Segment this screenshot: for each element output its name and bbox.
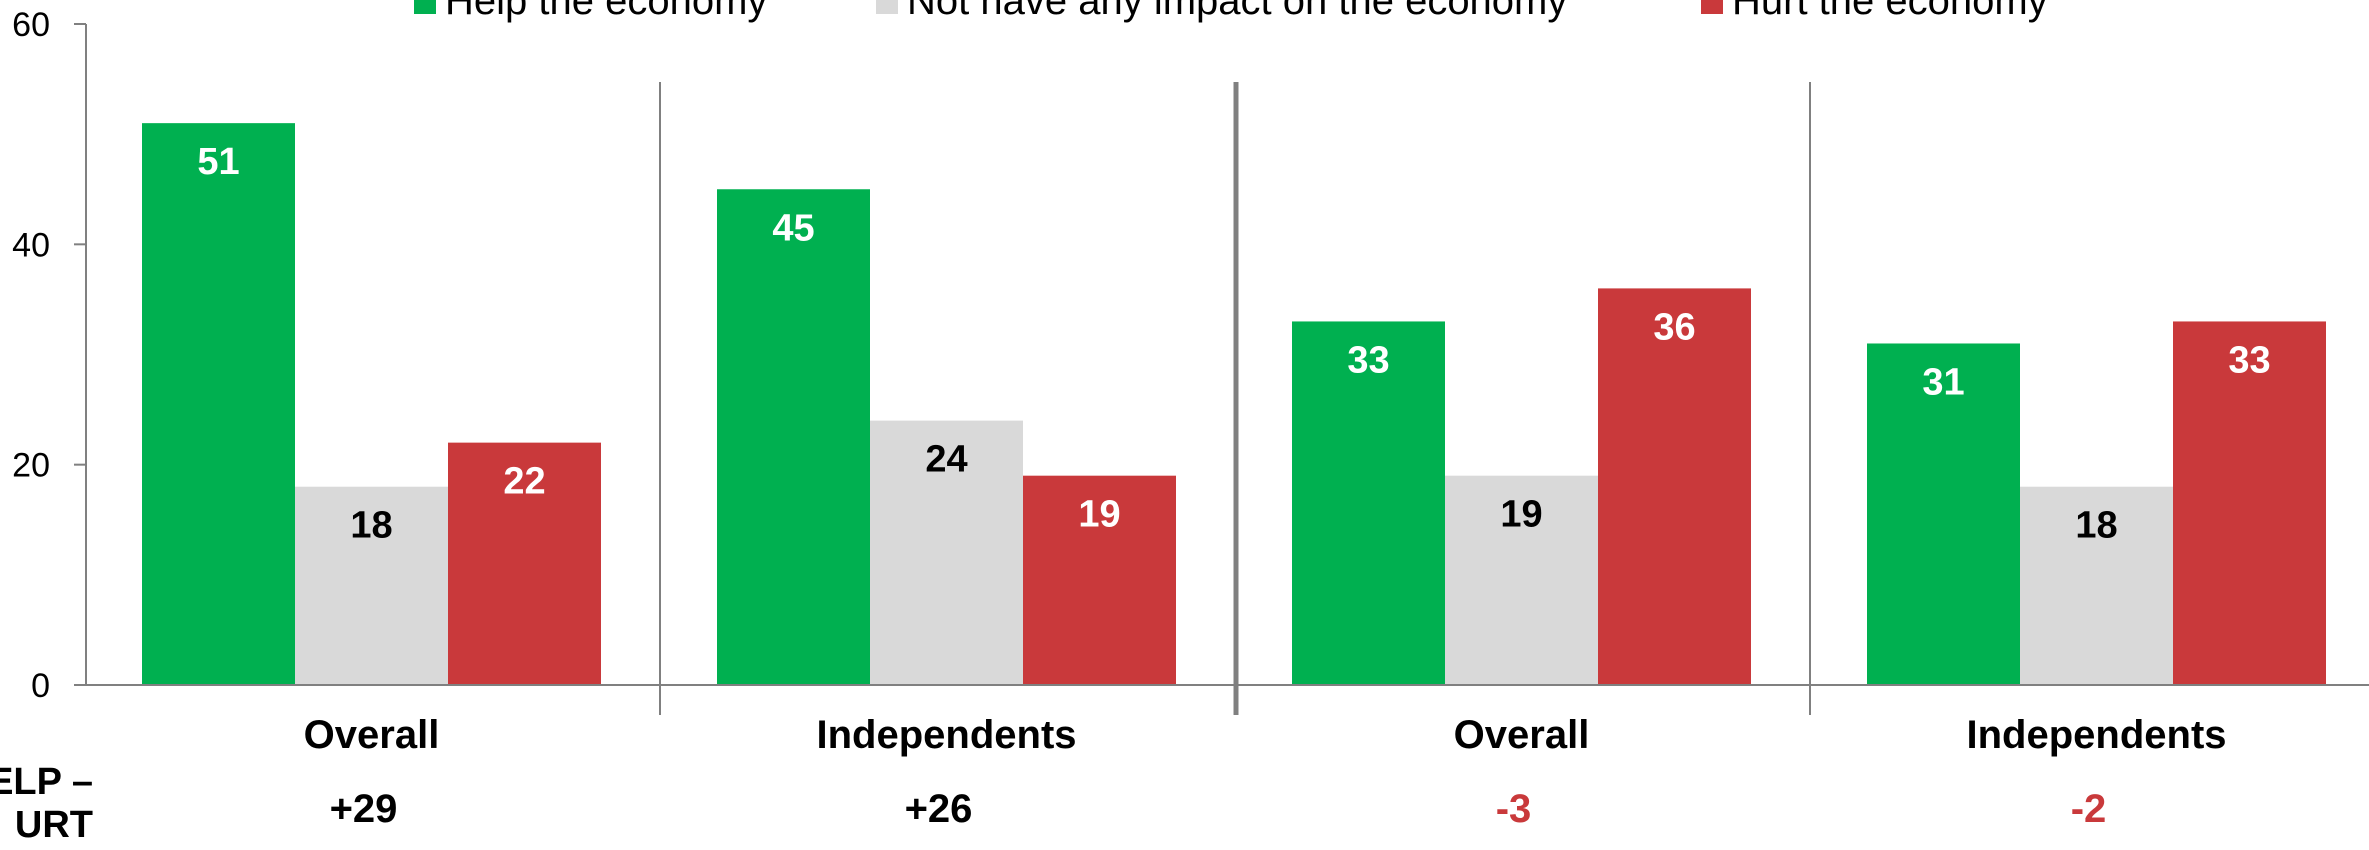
y-axis: 0 20 40 60 <box>12 6 87 705</box>
y-tick-label: 20 <box>12 447 50 485</box>
bar <box>1023 475 1176 685</box>
legend-label: Help the economy <box>445 0 767 23</box>
net-value: +29 <box>330 787 398 831</box>
bar <box>1292 321 1445 685</box>
bar <box>142 123 295 685</box>
data-label: 18 <box>350 505 392 547</box>
legend: Help the economy Not have any impact on t… <box>414 0 2048 23</box>
bar <box>717 189 870 685</box>
data-label: 45 <box>772 207 814 249</box>
legend-label: Not have any impact on the economy <box>907 0 1567 23</box>
bar <box>1598 288 1751 685</box>
data-label: 18 <box>2075 505 2117 547</box>
data-labels: 51 18 22 45 24 19 33 19 36 31 18 33 <box>197 141 2270 547</box>
net-value: +26 <box>905 787 973 831</box>
net-row-label: URT <box>15 804 93 846</box>
data-label: 36 <box>1653 306 1695 348</box>
net-row-label: ELP – <box>0 761 93 803</box>
net-value: -3 <box>1496 787 1532 831</box>
bar <box>2173 321 2326 685</box>
group-separators <box>659 82 1811 715</box>
legend-swatch <box>414 0 436 14</box>
data-label: 51 <box>197 141 239 183</box>
data-label: 33 <box>1347 339 1389 381</box>
data-label: 19 <box>1500 494 1542 536</box>
bar <box>1867 343 2020 685</box>
legend-label: Hurt the economy <box>1732 0 2048 23</box>
bar <box>448 442 601 685</box>
bar <box>1445 475 1598 685</box>
y-tick-label: 40 <box>12 226 50 264</box>
bars <box>142 123 2326 685</box>
category-label: Overall <box>1454 713 1590 757</box>
x-axis: Overall Independents Overall Independents <box>86 684 2369 757</box>
bar <box>870 420 1023 685</box>
category-label: Independents <box>1966 713 2226 757</box>
bar <box>295 486 448 685</box>
legend-swatch <box>1701 0 1723 14</box>
y-tick-label: 0 <box>31 667 50 705</box>
category-label: Overall <box>304 713 440 757</box>
net-difference-row: ELP –URT +29 +26 -3 -2 <box>0 761 2106 846</box>
data-label: 24 <box>925 439 967 481</box>
y-tick-label: 60 <box>12 6 50 44</box>
legend-swatch <box>876 0 898 14</box>
net-value: -2 <box>2071 787 2107 831</box>
category-label: Independents <box>816 713 1076 757</box>
data-label: 33 <box>2228 339 2270 381</box>
data-label: 31 <box>1922 361 1964 403</box>
bar <box>2020 486 2173 685</box>
data-label: 19 <box>1078 494 1120 536</box>
data-label: 22 <box>503 461 545 503</box>
